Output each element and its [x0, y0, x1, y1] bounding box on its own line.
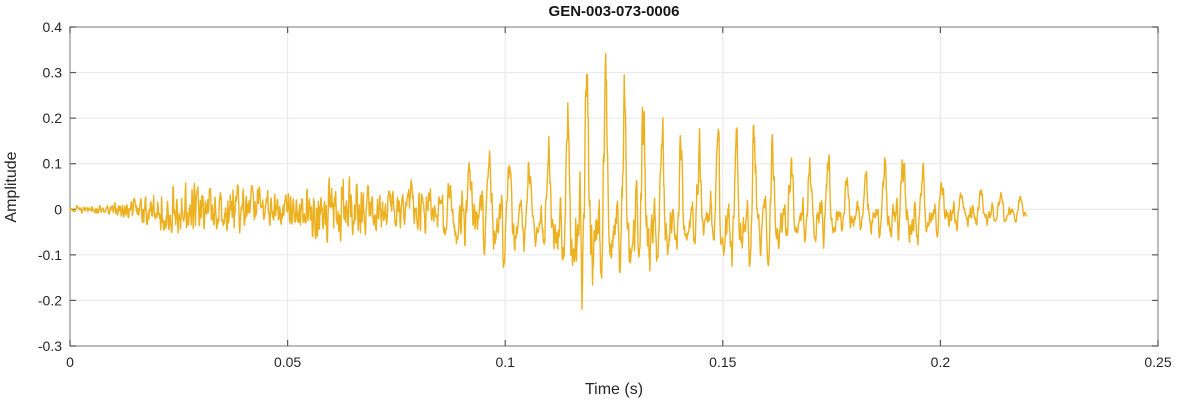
grid-lines [70, 27, 1158, 346]
y-tick-label: -0.3 [38, 338, 62, 354]
y-tick-label: 0.1 [43, 156, 63, 172]
x-axis-label: Time (s) [585, 381, 643, 398]
y-tick-label: 0.4 [43, 19, 63, 35]
y-tick-label: 0 [54, 201, 62, 217]
x-tick-label: 0.25 [1144, 354, 1171, 370]
y-tick-labels: -0.3 -0.2 -0.1 0 0.1 0.2 0.3 0.4 [38, 19, 62, 354]
axes-box [69, 26, 1159, 347]
x-tick-labels: 0 0.05 0.1 0.15 0.2 0.25 [66, 354, 1172, 370]
y-tick-label: -0.2 [38, 292, 62, 308]
x-tick-label: 0 [66, 354, 74, 370]
y-tick-label: 0.3 [43, 65, 63, 81]
y-tick-label: 0.2 [43, 110, 63, 126]
waveform-line [69, 52, 1028, 310]
chart-title: GEN-003-073-0006 [549, 3, 680, 20]
x-tick-label: 0.2 [931, 354, 951, 370]
y-tick-label: -0.1 [38, 247, 62, 263]
y-axis-label: Amplitude [3, 151, 20, 222]
x-tick-label: 0.15 [709, 354, 736, 370]
axis-tick-marks [69, 26, 1159, 347]
x-tick-label: 0.05 [274, 354, 301, 370]
x-tick-label: 0.1 [495, 354, 515, 370]
